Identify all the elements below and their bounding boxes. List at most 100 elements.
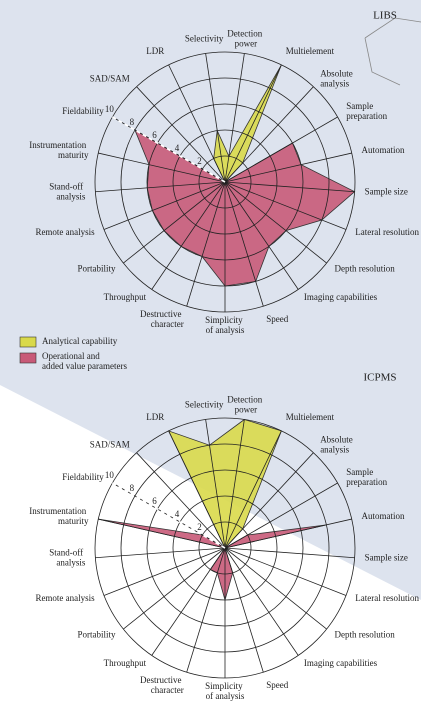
r-tick-label: 6 xyxy=(152,496,157,506)
r-tick-label: 2 xyxy=(197,156,202,166)
r-tick-label: 4 xyxy=(175,509,180,519)
r-tick-label: 8 xyxy=(130,117,135,127)
radar-area xyxy=(98,518,327,602)
spoke xyxy=(123,181,226,264)
legend-label: Operational and added value parameters xyxy=(42,351,127,371)
background-band xyxy=(0,0,421,600)
spoke xyxy=(224,181,347,230)
axis-label: Selectivity xyxy=(185,34,224,44)
axis-label: Imaging capabilities xyxy=(304,658,378,668)
spoke xyxy=(224,152,352,183)
axis-label: Speed xyxy=(266,314,288,324)
spoke xyxy=(103,181,226,230)
spoke xyxy=(224,181,264,307)
spoke xyxy=(151,181,226,290)
axis-label: Detection power xyxy=(227,395,264,415)
spoke xyxy=(224,547,299,656)
spoke xyxy=(224,547,347,596)
spoke xyxy=(224,181,355,193)
spoke xyxy=(136,86,226,183)
chart-title: ICPMS xyxy=(363,372,396,384)
axis-label: Instrumentation maturity xyxy=(29,506,89,526)
axis-label: Throughput xyxy=(104,292,147,302)
axis-label: Lateral resolution xyxy=(355,593,419,603)
axis-label: Stand-off analysis xyxy=(49,182,86,202)
axis-label: Fieldability xyxy=(62,106,104,116)
spoke xyxy=(224,53,245,183)
spoke xyxy=(95,547,226,559)
axis-label: Detection power xyxy=(227,29,264,49)
tick-axis xyxy=(112,116,226,183)
axis-label: Fieldability xyxy=(62,472,104,482)
spoke xyxy=(151,547,226,656)
decoration xyxy=(364,37,401,86)
axis-label: Destructive character xyxy=(140,675,184,695)
legend-label: Analytical capability xyxy=(42,336,118,346)
axis-label: Remote analysis xyxy=(35,227,95,237)
spoke xyxy=(224,86,314,183)
axis-label: Sample preparation xyxy=(346,467,387,487)
tick-axis xyxy=(112,482,226,549)
r-tick-label: 10 xyxy=(105,470,115,480)
axis-label: Depth resolution xyxy=(335,629,396,639)
legend-swatch xyxy=(19,336,37,348)
spoke xyxy=(95,181,226,193)
spoke xyxy=(224,64,282,183)
axis-label: Simplicity of analysis xyxy=(205,681,245,701)
spoke xyxy=(224,547,355,559)
axis-label: LDR xyxy=(146,46,164,56)
r-tick-label: 4 xyxy=(175,143,180,153)
spoke xyxy=(186,547,226,673)
axis-label: Absolute analysis xyxy=(320,68,355,88)
axis-label: Sample preparation xyxy=(346,101,387,121)
spoke xyxy=(103,547,226,596)
spoke xyxy=(224,116,338,183)
r-tick-label: 10 xyxy=(105,104,115,114)
axis-label: Speed xyxy=(266,680,288,690)
chart-title: LIBS xyxy=(373,10,397,22)
axis-label: Portability xyxy=(78,263,116,273)
axis-label: Stand-off analysis xyxy=(49,548,86,568)
spoke xyxy=(98,518,226,549)
r-tick-label: 2 xyxy=(197,522,202,532)
spoke xyxy=(205,419,226,549)
spoke xyxy=(224,452,314,549)
axis-label: Automation xyxy=(362,145,405,155)
spoke xyxy=(168,430,226,549)
spoke xyxy=(224,518,352,549)
spoke xyxy=(168,64,226,183)
r-tick-label: 6 xyxy=(152,130,157,140)
spoke xyxy=(98,152,226,183)
spoke xyxy=(224,430,282,549)
spoke xyxy=(224,419,245,549)
axis-label: SAD/SAM xyxy=(90,73,130,83)
axis-label: Remote analysis xyxy=(35,593,95,603)
spoke xyxy=(224,547,327,630)
axis-label: Throughput xyxy=(104,658,147,668)
axis-label: LDR xyxy=(146,412,164,422)
axis-label: Multielement xyxy=(286,412,335,422)
r-tick-label: 8 xyxy=(130,483,135,493)
axis-label: Absolute analysis xyxy=(320,434,355,454)
spoke xyxy=(224,181,327,264)
spoke xyxy=(224,547,264,673)
axis-label: Sample size xyxy=(365,187,408,197)
spoke xyxy=(136,452,226,549)
axis-label: Lateral resolution xyxy=(355,227,419,237)
spoke xyxy=(186,181,226,307)
axis-label: Multielement xyxy=(286,46,335,56)
spoke xyxy=(224,482,338,549)
axis-label: Instrumentation maturity xyxy=(29,140,89,160)
spoke xyxy=(123,547,226,630)
axis-label: Portability xyxy=(78,629,116,639)
axis-label: Selectivity xyxy=(185,400,224,410)
axis-label: SAD/SAM xyxy=(90,439,130,449)
legend-swatch xyxy=(19,352,37,364)
axis-label: Sample size xyxy=(365,553,408,563)
spoke xyxy=(224,181,299,290)
decoration xyxy=(364,17,421,39)
axis-label: Imaging capabilities xyxy=(304,292,378,302)
axis-label: Destructive character xyxy=(140,309,184,329)
axis-label: Simplicity of analysis xyxy=(205,315,245,335)
